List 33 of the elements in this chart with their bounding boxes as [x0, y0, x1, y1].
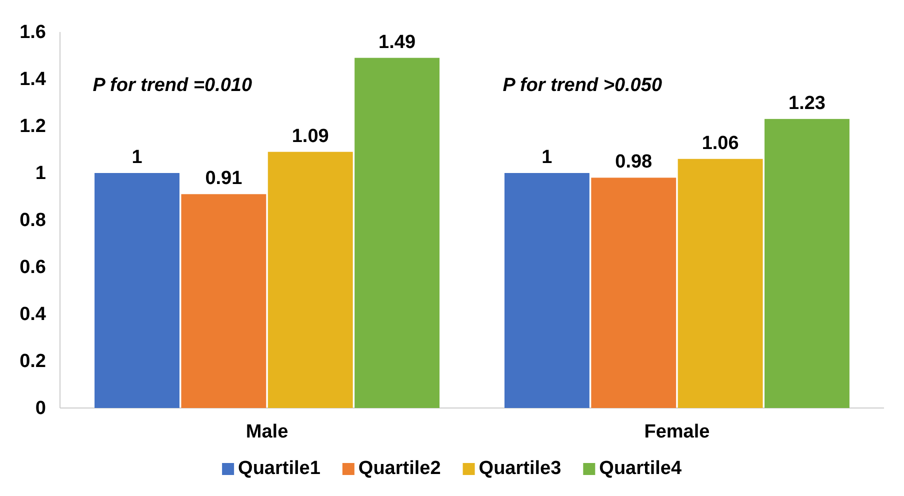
data-label: 1.09 [292, 126, 329, 147]
x-tick-label: Male [246, 421, 288, 442]
data-label: 1.49 [378, 32, 416, 53]
data-label: 1 [542, 147, 553, 168]
bar [504, 173, 590, 408]
annotation: P for trend =0.010 [92, 75, 253, 96]
legend-label: Quartile3 [478, 458, 562, 479]
bar [678, 158, 763, 408]
legend-label: Quartile2 [358, 458, 441, 479]
bar [268, 152, 353, 408]
y-tick-label: 1.2 [20, 116, 46, 138]
y-tick-label: 1.4 [20, 69, 46, 90]
y-tick-label: 0.2 [20, 351, 46, 372]
bar [591, 178, 676, 408]
y-tick-label: 0.8 [20, 210, 46, 232]
bar [181, 194, 266, 408]
data-label: 1.06 [702, 132, 739, 154]
x-tick-label: Female [644, 421, 710, 442]
data-label: 0.91 [205, 168, 243, 190]
legend-label: Quartile4 [599, 458, 682, 479]
bar [354, 58, 440, 408]
y-tick-label: 0 [35, 398, 46, 420]
y-tick-label: 1.6 [20, 22, 46, 44]
data-label: 0.98 [615, 152, 652, 173]
bar [94, 173, 180, 408]
y-tick-label: 0.6 [20, 257, 46, 278]
legend-label: Quartile1 [238, 458, 321, 479]
data-label: 1.23 [788, 92, 826, 114]
annotation: P for trend >0.050 [502, 75, 662, 96]
bar [764, 118, 850, 408]
data-label: 1 [132, 147, 143, 168]
y-tick-label: 1 [35, 163, 46, 184]
y-tick-label: 0.4 [20, 304, 46, 326]
